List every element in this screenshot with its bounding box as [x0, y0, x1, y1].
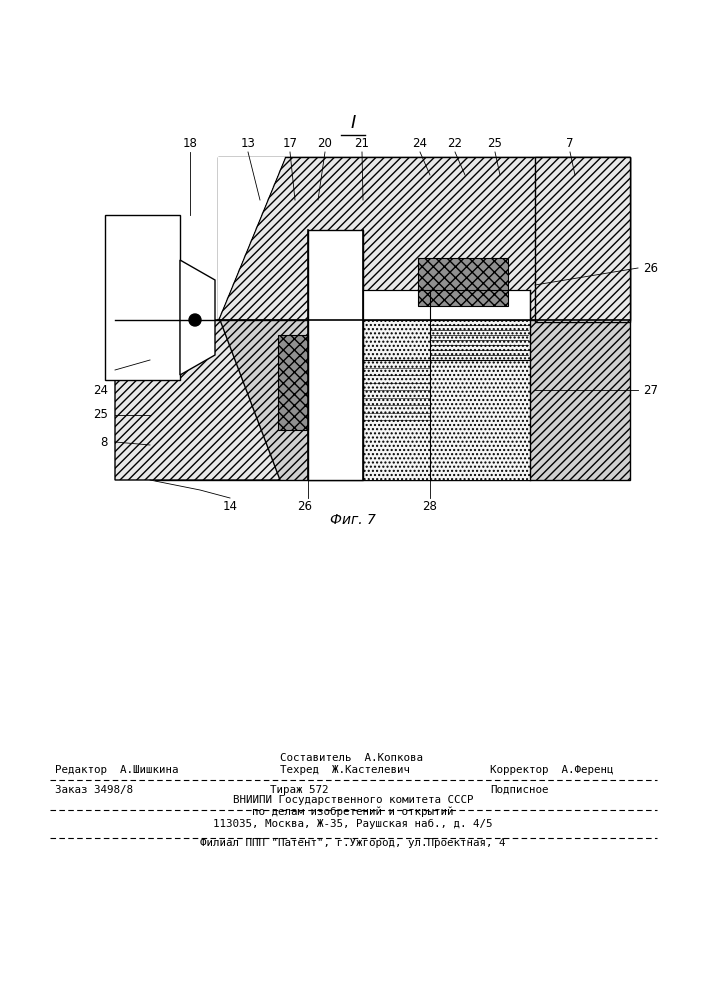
Bar	[363, 290, 530, 320]
Text: Заказ 3498/8: Заказ 3498/8	[55, 785, 133, 795]
Text: 26: 26	[643, 261, 658, 274]
Text: Корректор  А.Ференц: Корректор А.Ференц	[490, 765, 614, 775]
Polygon shape	[218, 157, 285, 320]
Bar	[278, 335, 308, 430]
Text: Фиг. 7: Фиг. 7	[330, 513, 376, 527]
Bar	[308, 230, 363, 480]
Text: 26: 26	[298, 500, 312, 513]
Text: 24: 24	[93, 383, 108, 396]
Text: 22: 22	[448, 137, 462, 150]
Text: 18: 18	[182, 137, 197, 150]
Text: 17: 17	[283, 137, 298, 150]
Text: 28: 28	[423, 500, 438, 513]
Text: Тираж 572: Тираж 572	[270, 785, 329, 795]
Text: 27: 27	[643, 383, 658, 396]
Bar	[105, 215, 180, 380]
Text: ВНИИПИ Государственного комитета СССР: ВНИИПИ Государственного комитета СССР	[233, 795, 473, 805]
Text: 24: 24	[412, 137, 428, 150]
Text: 21: 21	[354, 137, 370, 150]
Text: Составитель  А.Копкова: Составитель А.Копкова	[280, 753, 423, 763]
Polygon shape	[218, 157, 630, 320]
Polygon shape	[218, 157, 630, 320]
Polygon shape	[363, 320, 530, 480]
Text: Техред  Ж.Кастелевич: Техред Ж.Кастелевич	[280, 765, 410, 775]
Text: 13: 13	[240, 137, 255, 150]
Polygon shape	[155, 320, 630, 480]
Text: 25: 25	[93, 408, 108, 422]
Text: 113035, Москва, Ж-35, Раушская наб., д. 4/5: 113035, Москва, Ж-35, Раушская наб., д. …	[214, 819, 493, 829]
Polygon shape	[115, 320, 280, 480]
Text: 25: 25	[488, 137, 503, 150]
Text: Редактор  А.Шишкина: Редактор А.Шишкина	[55, 765, 178, 775]
Bar	[418, 258, 508, 306]
Bar	[535, 157, 630, 322]
Text: 8: 8	[100, 436, 108, 448]
Polygon shape	[180, 260, 215, 375]
Text: 14: 14	[223, 500, 238, 513]
Text: 20: 20	[317, 137, 332, 150]
Text: 7: 7	[566, 137, 574, 150]
Text: по делам изобретений и открытий: по делам изобретений и открытий	[252, 806, 454, 817]
Text: Подписное: Подписное	[490, 785, 549, 795]
Text: Филиал ППП "Патент", г.Ужгород, ул.Проектная, 4: Филиал ППП "Патент", г.Ужгород, ул.Проек…	[200, 838, 506, 848]
Text: I: I	[351, 114, 356, 132]
Circle shape	[189, 314, 201, 326]
